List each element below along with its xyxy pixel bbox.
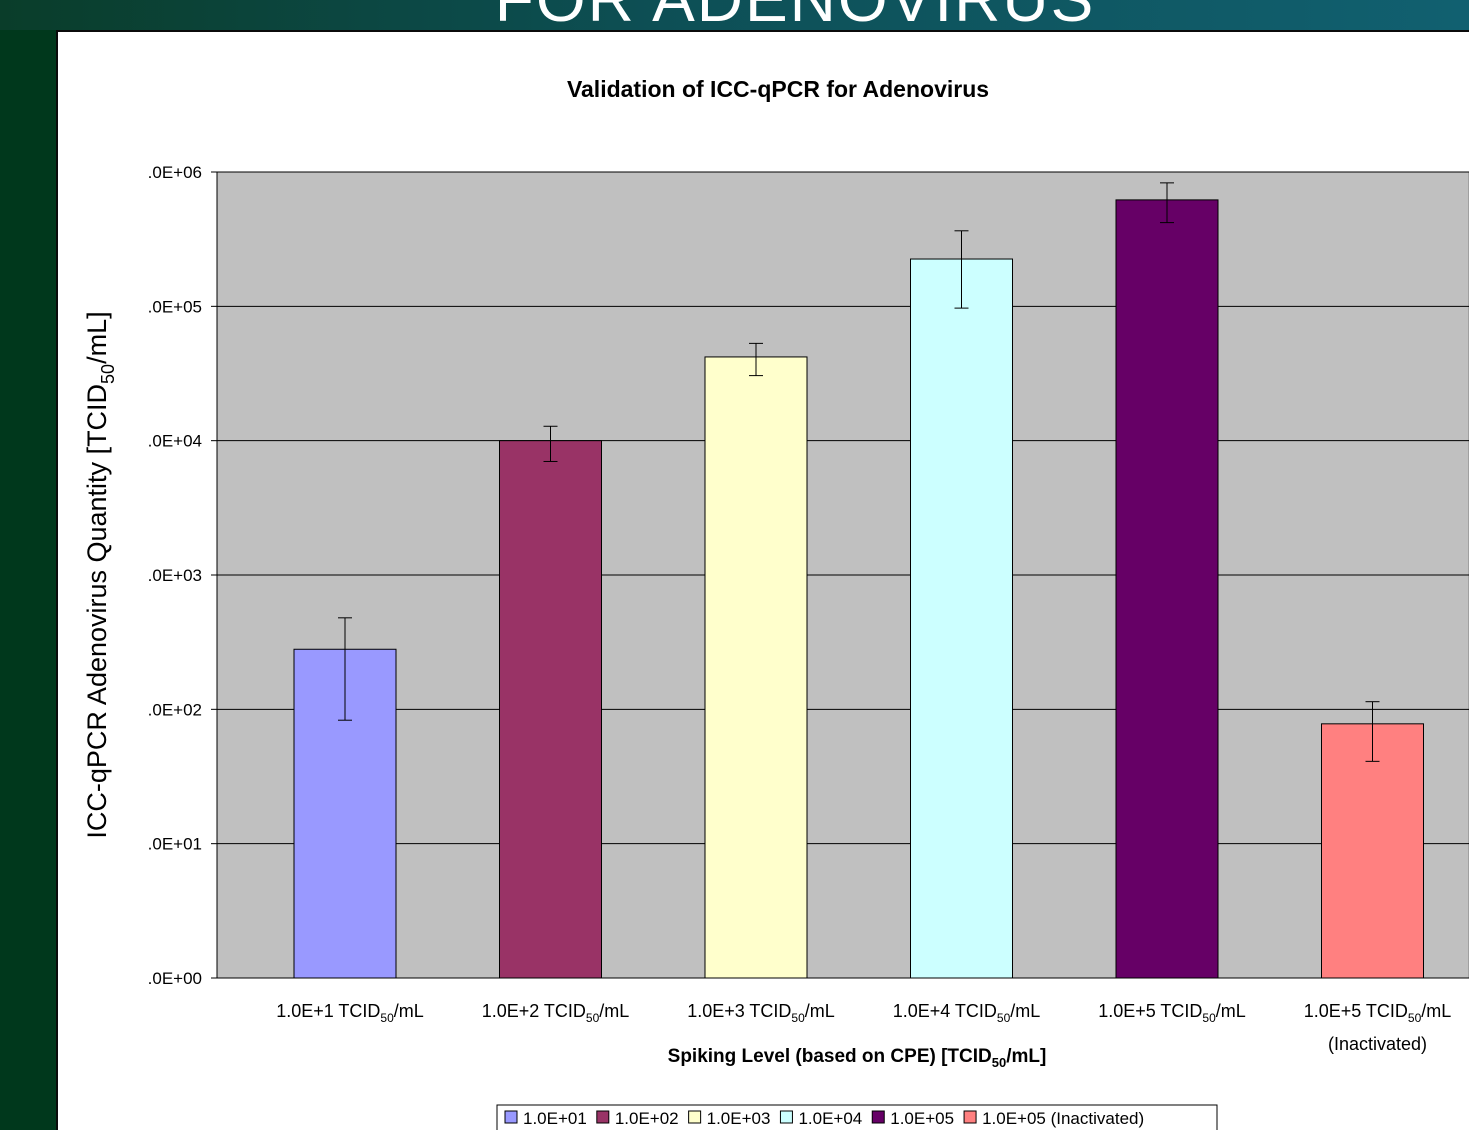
bar xyxy=(1321,723,1424,979)
x-tick-label-line2: (Inactivated) xyxy=(1328,1034,1427,1054)
bar xyxy=(910,258,1013,979)
y-tick-label: .0E+03 xyxy=(148,566,202,585)
bar xyxy=(1115,199,1219,979)
x-tick-label: 1.0E+5 TCID50/mL xyxy=(1098,1001,1246,1025)
slide-title: FOR ADENOVIRUS xyxy=(0,0,1469,36)
y-axis-title: ICC-qPCR Adenovirus Quantity [TCID50/mL] xyxy=(82,311,118,838)
legend-swatch xyxy=(504,1110,518,1124)
legend-label: 1.0E+03 xyxy=(707,1109,771,1128)
legend-swatch xyxy=(779,1110,793,1124)
y-tick-label: .0E+05 xyxy=(148,297,202,316)
legend-label: 1.0E+01 xyxy=(523,1109,587,1128)
legend-box xyxy=(496,1104,1218,1130)
legend-swatch xyxy=(963,1110,977,1124)
y-tick-label: .0E+01 xyxy=(148,835,202,854)
tick-label-mask xyxy=(58,160,131,990)
legend-swatch xyxy=(596,1110,610,1124)
legend-label: 1.0E+05 xyxy=(890,1109,954,1128)
legend-label: 1.0E+05 (Inactivated) xyxy=(982,1109,1144,1128)
bar xyxy=(293,648,397,979)
legend-label: 1.0E+04 xyxy=(798,1109,862,1128)
chart-title: Validation of ICC-qPCR for Adenovirus xyxy=(567,76,989,102)
x-tick-label: 1.0E+2 TCID50/mL xyxy=(482,1001,630,1025)
legend-label: 1.0E+02 xyxy=(615,1109,679,1128)
bar xyxy=(704,356,808,979)
x-tick-label: 1.0E+4 TCID50/mL xyxy=(893,1001,1041,1025)
y-tick-label: .0E+02 xyxy=(148,700,202,719)
legend: 1.0E+01 1.0E+02 1.0E+03 1.0E+04 1.0E+05 1.0E+… xyxy=(496,1104,1218,1130)
slide-header-band: FOR ADENOVIRUS xyxy=(0,0,1469,35)
x-tick-label: 1.0E+1 TCID50/mL xyxy=(276,1001,424,1025)
slide-left-band xyxy=(0,30,56,1130)
legend-swatch xyxy=(871,1110,885,1124)
x-tick-label: 1.0E+5 TCID50/mL xyxy=(1304,1001,1452,1025)
bar xyxy=(499,440,602,979)
y-tick-label: .0E+00 xyxy=(148,969,202,988)
y-tick-label: .0E+06 xyxy=(148,163,202,182)
legend-swatch xyxy=(688,1110,702,1124)
x-tick-label: 1.0E+3 TCID50/mL xyxy=(687,1001,835,1025)
x-axis-title: Spiking Level (based on CPE) [TCID50/mL] xyxy=(668,1046,1047,1070)
y-tick-label: .0E+04 xyxy=(148,432,202,451)
